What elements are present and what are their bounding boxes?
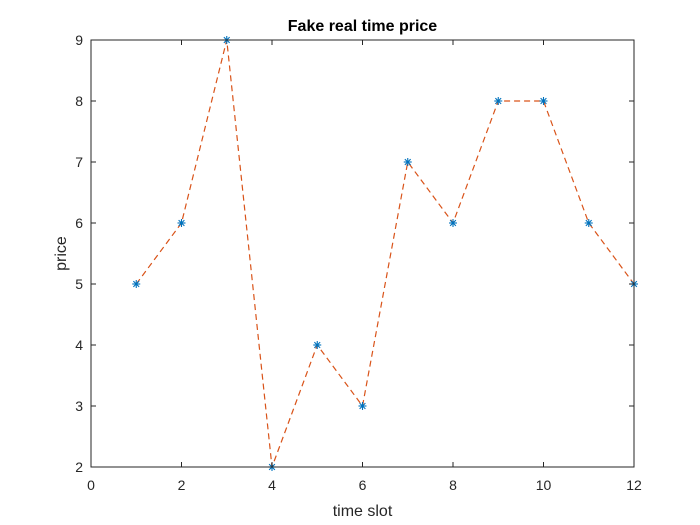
y-tick-label: 4 <box>75 337 83 353</box>
data-point-marker <box>313 341 322 349</box>
x-tick-label: 12 <box>626 477 642 493</box>
series-line <box>135 39 635 468</box>
data-point-marker <box>539 97 548 105</box>
x-tick-label: 2 <box>178 477 186 493</box>
series-layer <box>132 36 638 471</box>
y-tick-label: 9 <box>75 32 83 48</box>
data-point-marker <box>132 280 141 288</box>
x-tick-label: 0 <box>87 477 95 493</box>
chart-title: Fake real time price <box>288 18 438 35</box>
y-tick-label: 3 <box>75 398 83 414</box>
y-tick-label: 7 <box>75 154 83 170</box>
data-point-marker <box>494 97 503 105</box>
plot-area <box>91 40 634 467</box>
y-tick-label: 6 <box>75 215 83 231</box>
x-tick-label: 6 <box>359 477 367 493</box>
x-tick-label: 8 <box>449 477 457 493</box>
data-point-marker <box>403 158 412 166</box>
y-tick-label: 5 <box>75 276 83 292</box>
data-point-marker <box>358 402 367 410</box>
data-point-marker <box>177 219 186 227</box>
y-tick-label: 8 <box>75 93 83 109</box>
y-tick-label: 2 <box>75 459 83 475</box>
data-point-marker <box>584 219 593 227</box>
x-tick-label: 10 <box>536 477 552 493</box>
x-tick-label: 4 <box>268 477 276 493</box>
y-axis-label: price <box>53 236 70 271</box>
data-point-marker <box>449 219 457 227</box>
x-axis-label: time slot <box>333 503 393 520</box>
axes-box <box>90 39 635 468</box>
